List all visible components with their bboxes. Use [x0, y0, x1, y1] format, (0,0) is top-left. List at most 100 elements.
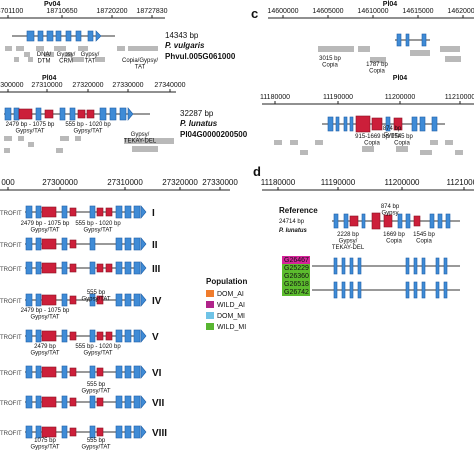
- chrom-label-pl04: Pl04: [42, 75, 57, 82]
- exon-block: [343, 116, 348, 132]
- exon-block: [25, 205, 33, 219]
- te-insertion: [96, 427, 104, 437]
- exon-block: [119, 107, 127, 121]
- te-insertion: [96, 331, 104, 341]
- exon-block: [133, 293, 141, 307]
- exon-block: [133, 329, 141, 343]
- exon-block: [133, 237, 141, 251]
- te-annotation-box: [60, 136, 69, 141]
- te-insertion: [371, 117, 383, 131]
- exon-block: [115, 365, 123, 379]
- te-annotation-box: [362, 146, 374, 152]
- te-insertion: [86, 109, 95, 119]
- exon-block: [133, 425, 141, 439]
- te-insertion: [96, 367, 104, 377]
- axis-d-tick-label: 11200000: [385, 178, 421, 187]
- te-insertion: [69, 207, 77, 217]
- exon-block: [25, 395, 33, 409]
- haplotype-numeral-VII: VII: [152, 398, 164, 409]
- axis-pl04-a-tick-label: 27330000: [112, 82, 143, 89]
- te-annotation-box: [16, 46, 24, 51]
- haplotype-numeral-II: II: [152, 240, 158, 251]
- exon-block: [115, 293, 123, 307]
- exon-block: [61, 395, 68, 409]
- te-annotation-box: [370, 57, 386, 63]
- exon-block: [435, 281, 440, 299]
- te-annotation-box: [430, 140, 438, 145]
- legend-label: DOM_AI: [217, 291, 244, 298]
- te-insertion: [69, 397, 77, 407]
- axis-haplotypes-tick-label: 27310000: [107, 178, 143, 187]
- insertion-label: 2479 bp - 1075 bp Gypsy/TAT: [21, 308, 70, 321]
- haplotype-numeral-VIII: VIII: [152, 428, 167, 439]
- exon-block: [437, 213, 443, 229]
- exon-block: [385, 116, 391, 132]
- exon-block: [405, 213, 411, 229]
- exon-block: [61, 261, 68, 275]
- gene-direction-arrow: [140, 395, 147, 409]
- te-annotation-box: [14, 57, 19, 62]
- accession-name: G26518: [284, 281, 309, 288]
- exon-block: [443, 257, 448, 275]
- exon-block: [349, 257, 354, 275]
- insertion-label: 555 bp Gypsy/TAT: [81, 438, 110, 451]
- te-annotation-box: [274, 140, 282, 145]
- exon-block: [413, 281, 418, 299]
- exon-block: [89, 395, 96, 409]
- insertion-label: 2228 bp Gypsy/TEKAY-DEL: [332, 232, 365, 251]
- axis-c-tick-label: 14600000: [267, 8, 298, 15]
- exon-block: [4, 107, 12, 121]
- te-annotation-box: [28, 57, 33, 62]
- chrom-label-pv04: Pv04: [44, 1, 60, 8]
- axis-c-tick-label: 14620000: [447, 8, 474, 15]
- axis-pv04-tick-label: 18727830: [136, 8, 167, 15]
- exon-block: [61, 425, 68, 439]
- exon-block: [327, 116, 334, 132]
- axis-c2-tick-label: 11180000: [260, 94, 290, 101]
- te-insertion: [69, 427, 77, 437]
- exon-block: [69, 107, 76, 121]
- exon-block: [61, 237, 68, 251]
- te-class-label: Gypsy/TAT: [81, 52, 100, 65]
- exon-block: [133, 205, 141, 219]
- te-insertion: [41, 262, 57, 274]
- te-annotation-box: [4, 136, 12, 141]
- haplotype-numeral-IV: IV: [152, 296, 162, 307]
- exon-block: [429, 213, 435, 229]
- exon-block: [115, 261, 123, 275]
- te-insertion: [41, 206, 57, 218]
- accession-swatch: [282, 280, 310, 288]
- haplotype-numeral-I: I: [152, 208, 155, 219]
- truncated-gene-label: TROFIT: [0, 243, 22, 249]
- exon-block: [115, 237, 123, 251]
- gene-direction-arrow: [140, 293, 147, 307]
- exon-block: [61, 329, 68, 343]
- exon-block: [133, 395, 141, 409]
- te-insertion: [105, 263, 113, 273]
- te-annotation-box: [36, 46, 44, 51]
- reference-species: P. lunatus: [279, 228, 308, 234]
- insertion-label: 915-1669 bp Copia: [355, 134, 389, 147]
- te-annotation-box: [440, 46, 460, 52]
- insertion-label: 555 bp Gypsy/TAT: [81, 290, 110, 303]
- axis-d-tick-label: 11190000: [321, 178, 356, 187]
- gene-direction-arrow: [140, 365, 147, 379]
- axis-c-tick-label: 14615000: [402, 8, 433, 15]
- exon-block: [357, 281, 362, 299]
- exon-block: [349, 281, 354, 299]
- te-annotation-box: [56, 148, 63, 153]
- te-annotation-box: [396, 146, 408, 152]
- exon-block: [341, 257, 346, 275]
- reference-bp: 24714 bp: [279, 219, 305, 225]
- te-class-label: 3015 bp Copia: [319, 56, 341, 69]
- exon-block: [89, 365, 96, 379]
- te-insertion: [413, 215, 421, 227]
- truncated-gene-label: TROFIT: [0, 401, 22, 407]
- insertion-label: 1545 bp Copia: [391, 134, 413, 147]
- te-insertion: [96, 207, 104, 217]
- exon-block: [335, 116, 340, 132]
- exon-block: [35, 365, 42, 379]
- te-annotation-box: [95, 57, 105, 62]
- te-annotation-box: [54, 46, 66, 51]
- exon-block: [124, 365, 132, 379]
